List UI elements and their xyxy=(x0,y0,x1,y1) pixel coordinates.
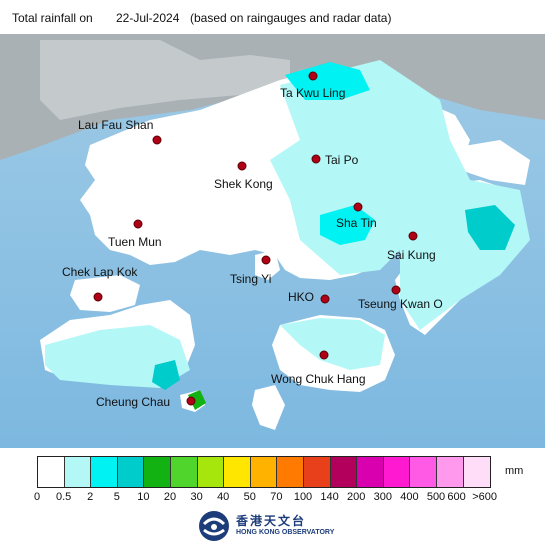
legend-tick-label: 0 xyxy=(33,491,41,503)
station-label: Shek Kong xyxy=(214,177,273,191)
legend-swatch xyxy=(383,457,411,487)
legend-tick-label: 5 xyxy=(113,491,120,503)
hko-emblem-icon xyxy=(199,511,229,541)
hko-logo: 香港天文台 HONG KONG OBSERVATORY xyxy=(198,510,358,542)
station-tseung-kwan-o: Tseung Kwan O xyxy=(358,285,443,311)
station-marker xyxy=(152,135,162,145)
station-marker xyxy=(308,71,318,81)
station-sai-kung: Sai Kung xyxy=(387,231,436,262)
station-label: Wong Chuk Hang xyxy=(271,372,366,386)
rain-zone-light-cyan-south xyxy=(280,318,385,370)
station-marker xyxy=(353,202,363,212)
station-marker xyxy=(408,231,418,241)
station-label: Lau Fau Shan xyxy=(78,118,153,132)
station-label: Tsing Yi xyxy=(230,272,271,286)
rainfall-map: Ta Kwu Ling Lau Fau Shan Tai Po Shek Kon… xyxy=(0,34,545,448)
legend-tick-label: 20 xyxy=(163,491,177,503)
station-label: Chek Lap Kok xyxy=(62,265,138,279)
station-label: Tai Po xyxy=(325,153,359,167)
station-marker xyxy=(391,285,401,295)
station-tsing-yi: Tsing Yi xyxy=(230,255,271,286)
legend-tick-label: 600 xyxy=(447,491,466,503)
station-label: HKO xyxy=(288,290,314,304)
legend-tick-label: >600 xyxy=(472,491,497,503)
station-tai-po: Tai Po xyxy=(311,153,359,167)
legend-swatch xyxy=(436,457,464,487)
station-sha-tin: Sha Tin xyxy=(336,202,377,230)
legend-tick-label: 300 xyxy=(373,491,392,503)
title-text: Total rainfall on xyxy=(12,11,93,25)
station-marker xyxy=(319,350,329,360)
rain-zone-cyan-north xyxy=(285,62,370,100)
legend-swatch xyxy=(410,457,437,487)
legend-swatch xyxy=(197,457,225,487)
legend-swatch xyxy=(38,457,65,487)
station-marker xyxy=(320,294,330,304)
map-header: Total rainfall on 22-Jul-2024 (based on … xyxy=(0,0,545,34)
station-tuen-mun: Tuen Mun xyxy=(108,219,162,249)
legend-unit: mm xyxy=(505,465,524,477)
station-label: Sha Tin xyxy=(336,216,377,230)
legend-tick-label: 70 xyxy=(270,491,283,503)
legend-tick-label: 2 xyxy=(87,491,94,503)
date-text: 22-Jul-2024 xyxy=(116,11,180,25)
legend-tick-label: 500 xyxy=(426,491,446,503)
station-marker xyxy=(237,161,247,171)
legend-swatch xyxy=(144,457,171,487)
station-marker xyxy=(261,255,271,265)
station-chek-lap-kok: Chek Lap Kok xyxy=(62,265,138,302)
rain-zone-green-cheungchau xyxy=(188,390,206,410)
legend-swatch xyxy=(330,457,358,487)
tsing-yi-island xyxy=(255,250,280,280)
station-marker xyxy=(93,292,103,302)
legend-swatch xyxy=(357,457,384,487)
station-label: Ta Kwu Ling xyxy=(280,86,345,100)
note-text: (based on raingauges and radar data) xyxy=(190,11,392,25)
station-hko: HKO xyxy=(288,290,330,304)
logo-chinese-text: 香港天文台 xyxy=(236,514,307,528)
station-wong-chuk-hang: Wong Chuk Hang xyxy=(271,350,366,386)
legend-tick-label: 200 xyxy=(347,491,366,503)
legend-tick-label: 0.5 xyxy=(55,491,72,503)
station-label: Sai Kung xyxy=(387,248,436,262)
legend-swatch xyxy=(303,457,331,487)
legend-swatch xyxy=(64,457,92,487)
northeast-land xyxy=(440,140,530,185)
airport-island xyxy=(70,275,140,312)
station-marker xyxy=(311,154,321,164)
legend-swatch xyxy=(277,457,304,487)
rain-zone-teal-east xyxy=(465,205,515,250)
rain-zone-cyan-shatin xyxy=(320,205,375,245)
lamma-island xyxy=(252,385,285,430)
legend-swatch xyxy=(224,457,251,487)
rainfall-legend xyxy=(37,456,492,488)
legend-tick-label: 140 xyxy=(320,491,339,503)
station-shek-kong: Shek Kong xyxy=(214,161,273,191)
rain-zone-light-cyan xyxy=(270,60,530,330)
station-label: Tseung Kwan O xyxy=(358,297,443,311)
station-label: Cheung Chau xyxy=(96,395,170,409)
logo-english-text: HONG KONG OBSERVATORY xyxy=(236,529,335,536)
legend-tick-label: 30 xyxy=(190,491,203,503)
legend-tick-label: 40 xyxy=(217,491,230,503)
rain-zone-teal-cheungchau xyxy=(152,360,180,390)
station-ta-kwu-ling: Ta Kwu Ling xyxy=(280,71,345,100)
legend-tick-label: 50 xyxy=(243,491,256,503)
legend-tick-label: 400 xyxy=(400,491,419,503)
station-lau-fau-shan: Lau Fau Shan xyxy=(78,118,162,145)
legend-tick-label: 10 xyxy=(137,491,150,503)
mainland-urban xyxy=(40,40,290,120)
station-label: Tuen Mun xyxy=(108,235,162,249)
legend-swatch xyxy=(250,457,278,487)
legend-swatch xyxy=(170,457,198,487)
legend-swatch xyxy=(117,457,145,487)
legend-tick-label: 100 xyxy=(293,491,313,503)
station-marker xyxy=(186,396,196,406)
legend-swatch xyxy=(463,457,491,487)
legend-swatch xyxy=(91,457,118,487)
station-marker xyxy=(133,219,143,229)
station-cheung-chau: Cheung Chau xyxy=(96,395,196,409)
